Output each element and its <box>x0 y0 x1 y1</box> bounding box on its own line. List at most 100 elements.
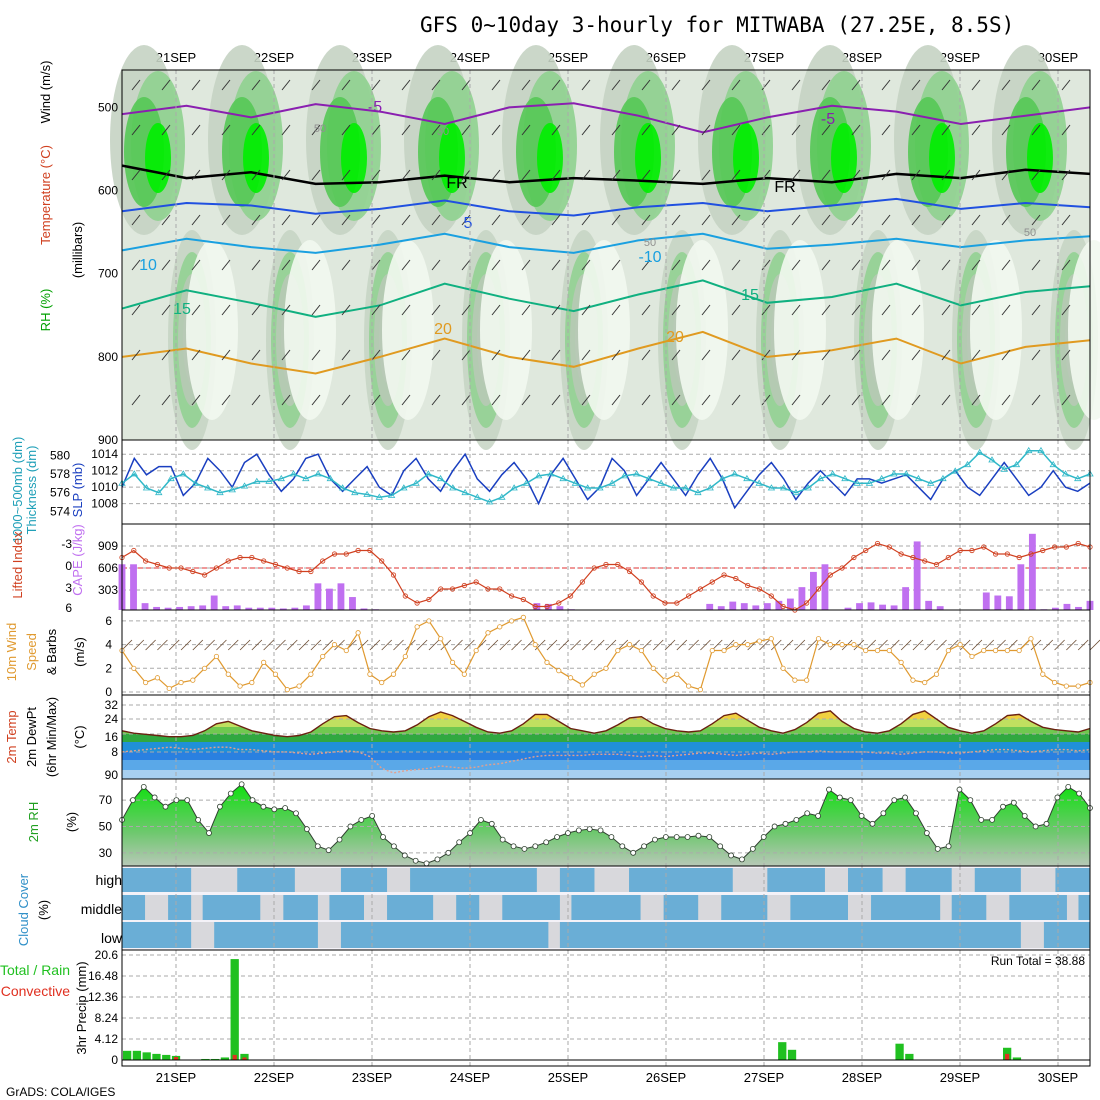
rh-point <box>597 827 604 834</box>
cloud-cell-low <box>306 922 319 948</box>
lifted-index-point <box>815 586 822 592</box>
isotherm-5 <box>121 197 1091 217</box>
precip-total-bar <box>132 1050 142 1060</box>
wind-speed-point <box>261 659 267 665</box>
wind-speed-point <box>1075 683 1081 689</box>
rh-point <box>782 820 789 827</box>
thickness-point <box>657 479 665 486</box>
thickness-point <box>289 470 298 477</box>
wind-axis-label-1: 10m Wind <box>4 623 19 682</box>
wind-10m-panel: 0 2 4 6 10m Wind Speed & Barbs (m/s) <box>4 609 1100 699</box>
wind-barb <box>911 394 921 406</box>
wind-speed-point <box>910 677 916 683</box>
wind-barb <box>311 79 321 91</box>
wind-speed-point <box>485 630 491 636</box>
cloud-cell-middle <box>640 895 653 920</box>
wind-barb <box>1007 639 1018 651</box>
rh-point <box>771 823 778 830</box>
rh-point <box>1021 813 1028 819</box>
cape-bar <box>337 583 345 610</box>
cloud-cell-low <box>467 922 480 948</box>
thickness-point <box>155 488 163 496</box>
date-label-top: 24SEP <box>450 50 490 65</box>
precip-tick: 8.24 <box>95 1011 119 1025</box>
cloud-cell-high <box>732 868 745 892</box>
thickness-point <box>632 470 641 477</box>
thickness-point <box>853 479 861 486</box>
lifted-index-point <box>272 561 279 568</box>
cold-band-2 <box>122 770 1090 779</box>
cloud-cell-high <box>801 868 814 892</box>
wind-speed-point <box>567 675 574 681</box>
wind-barb <box>1031 304 1041 316</box>
wind-barb <box>611 214 621 226</box>
wind-barb <box>581 79 591 91</box>
lifted-index-point <box>910 554 916 561</box>
rh-dry-region <box>578 240 630 420</box>
cloud-cell-high <box>283 868 296 892</box>
wind-speed-point <box>1004 647 1010 654</box>
precip-total-bar <box>152 1053 161 1060</box>
cloud-cell-middle <box>997 895 1010 920</box>
cloud-cell-middle <box>744 895 757 920</box>
rh-shading <box>929 123 955 193</box>
thickness-point <box>498 493 506 500</box>
cloud-cell-middle <box>364 895 377 920</box>
wind-barb <box>551 349 561 361</box>
wind-barb <box>431 124 441 136</box>
wind-barb <box>251 79 261 91</box>
cloud-cell-middle <box>410 895 423 920</box>
lifted-index-point <box>379 558 385 564</box>
lifted-index-point <box>768 593 774 599</box>
wind-barb <box>311 124 321 136</box>
wind-barb <box>381 639 392 651</box>
rh-dry-region <box>872 240 924 420</box>
wind-barb <box>371 304 381 316</box>
cloud-cell-high <box>559 868 572 892</box>
precip-total-bar <box>211 1058 220 1060</box>
wind-barb <box>641 79 651 91</box>
cloud-cell-high <box>640 868 653 892</box>
wind-barb <box>281 214 291 226</box>
cloud-cell-middle <box>778 895 791 920</box>
cape-bar <box>256 607 264 610</box>
wind-speed-point <box>827 642 833 648</box>
cloud-cell-low <box>225 922 238 948</box>
lifted-index-point <box>308 568 314 575</box>
cloud-cell-middle <box>398 895 411 920</box>
rh-point <box>826 786 832 793</box>
cloud-row-label: middle <box>81 901 122 917</box>
lifted-index-point <box>839 565 845 571</box>
wind-barb <box>191 169 201 181</box>
cape-bar <box>222 606 230 610</box>
wind-speed-point <box>851 642 857 648</box>
thickness-tick: 578 <box>50 467 70 481</box>
wind-barb <box>818 639 829 651</box>
wind-barb <box>461 349 471 361</box>
lifted-index-point <box>603 561 609 568</box>
lifted-index-point <box>733 575 739 582</box>
rh-shading <box>1027 123 1053 193</box>
lifted-index-point <box>567 593 574 599</box>
wind-barb <box>761 79 771 91</box>
cape-bar <box>844 607 852 610</box>
cloud-cell-low <box>721 922 734 948</box>
wind-barb <box>216 639 227 651</box>
rh-point <box>641 843 647 850</box>
cloud-cell-low <box>905 922 918 948</box>
wind-barb <box>948 639 959 651</box>
wind-barb <box>641 304 651 316</box>
wind-barb <box>221 124 231 136</box>
cape-bar <box>326 588 333 610</box>
wind-barb <box>971 214 981 226</box>
lifted-index-point <box>154 561 161 568</box>
cloud-cell-middle <box>824 895 837 920</box>
wind-barb <box>605 639 617 651</box>
thickness-point <box>1074 474 1082 482</box>
rh-point <box>488 820 495 827</box>
wind-speed-point <box>981 647 987 654</box>
temp-band <box>122 695 1090 704</box>
precip-convective-bar <box>232 1054 237 1060</box>
date-label-bottom: 28SEP <box>842 1070 882 1085</box>
temperature-tick: 32 <box>105 698 119 712</box>
